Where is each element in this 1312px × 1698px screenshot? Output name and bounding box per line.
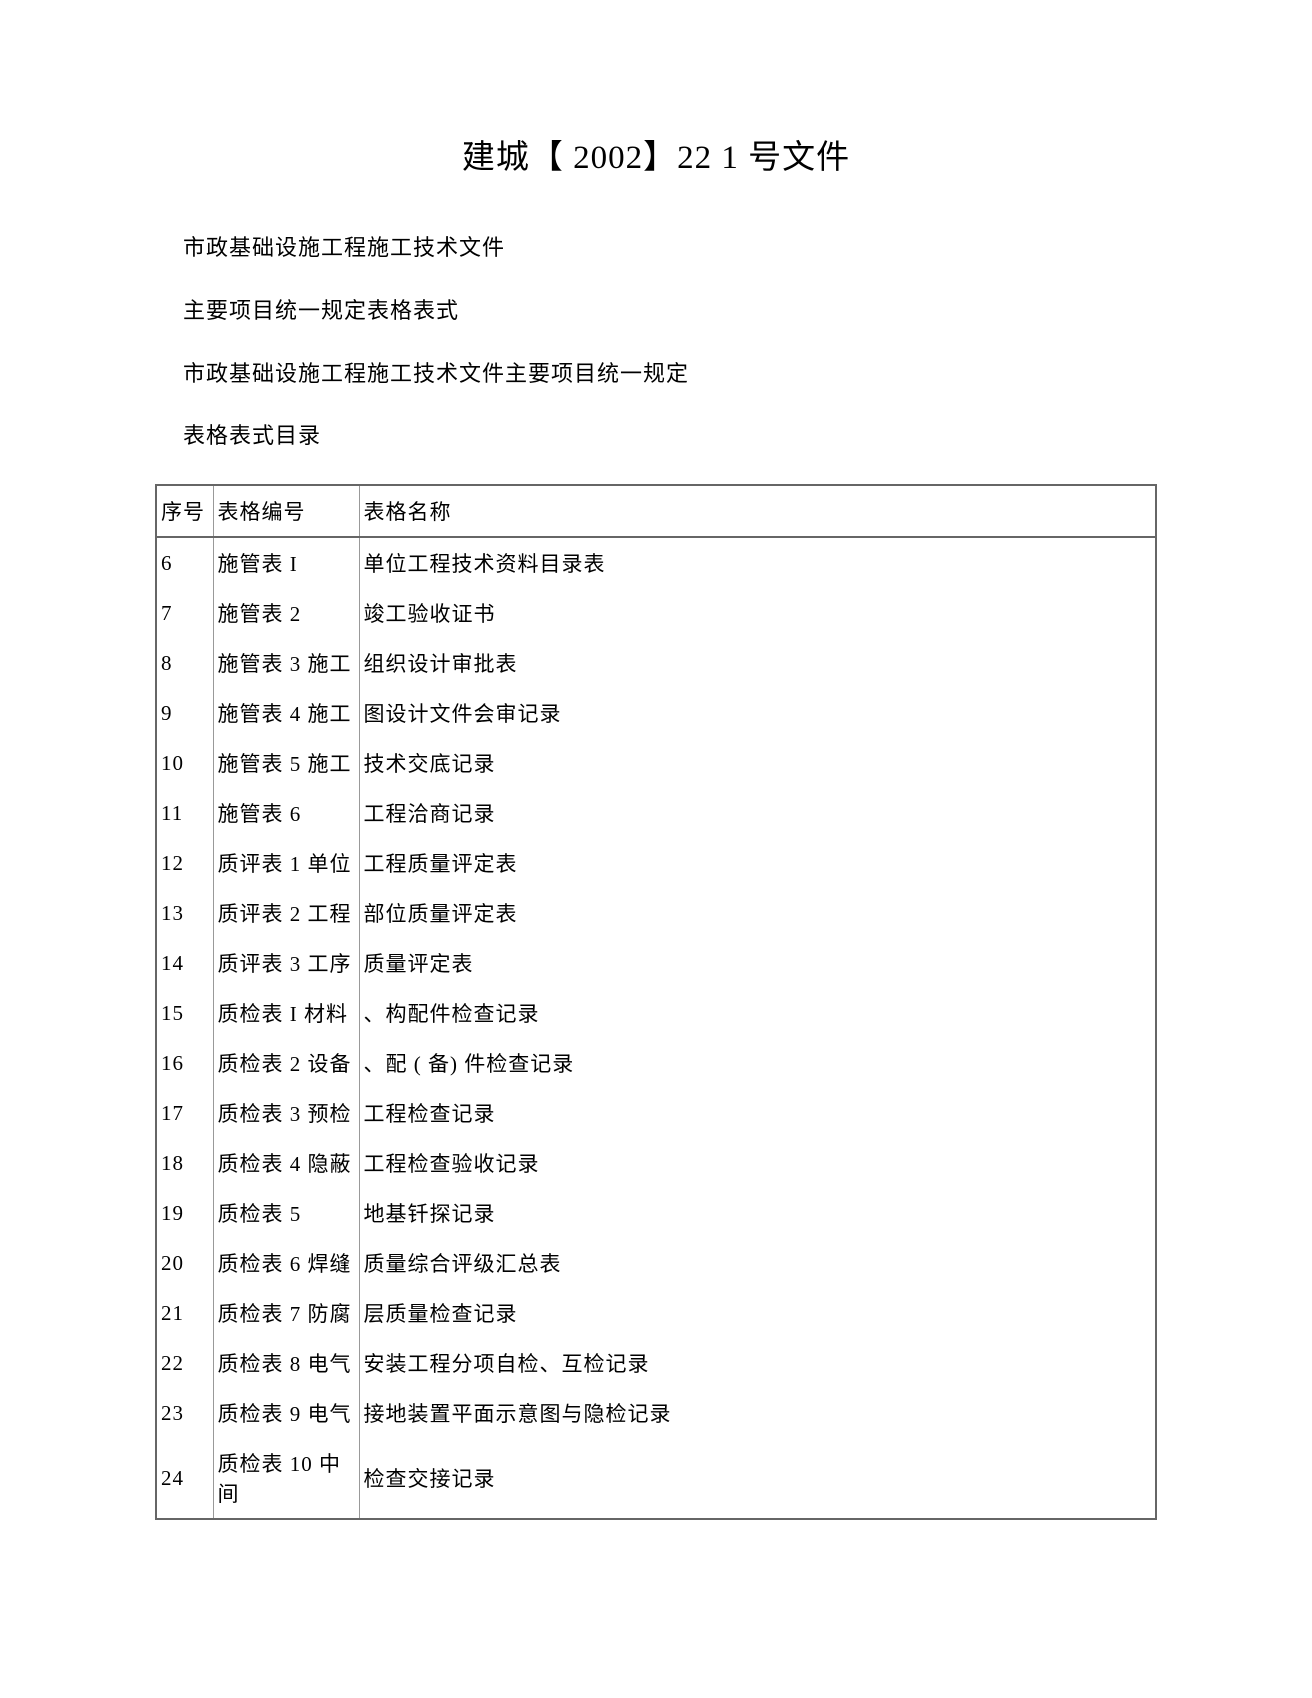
cell-code: 质检表 4 隐蔽 [213,1138,359,1188]
table-row: 8施管表 3 施工组织设计审批表 [157,638,1155,688]
table-row: 17质检表 3 预检工程检查记录 [157,1088,1155,1138]
page-container: 建城【 2002】22 1 号文件 市政基础设施工程施工技术文件 主要项目统一规… [0,0,1312,1580]
table-row: 20质检表 6 焊缝质量综合评级汇总表 [157,1238,1155,1288]
cell-name: 技术交底记录 [359,738,1155,788]
table-row: 7施管表 2竣工验收证书 [157,588,1155,638]
cell-name: 组织设计审批表 [359,638,1155,688]
cell-code: 质检表 3 预检 [213,1088,359,1138]
cell-code: 施管表 4 施工 [213,688,359,738]
cell-seq: 19 [157,1188,213,1238]
table-row: 13质评表 2 工程部位质量评定表 [157,888,1155,938]
cell-code: 质检表 2 设备 [213,1038,359,1088]
cell-name: 工程质量评定表 [359,838,1155,888]
cell-name: 层质量检查记录 [359,1288,1155,1338]
document-title: 建城【 2002】22 1 号文件 [155,130,1157,178]
table-row: 24质检表 10 中间检查交接记录 [157,1438,1155,1518]
cell-name: 工程洽商记录 [359,788,1155,838]
preamble-line-1: 市政基础设施工程施工技术文件 [183,233,1157,264]
preamble-line-2: 主要项目统一规定表格表式 [183,296,1157,327]
cell-seq: 9 [157,688,213,738]
cell-name: 检查交接记录 [359,1438,1155,1518]
cell-code: 质评表 1 单位 [213,838,359,888]
preamble-line-4: 表格表式目录 [183,421,1157,452]
preamble-section: 市政基础设施工程施工技术文件 主要项目统一规定表格表式 市政基础设施工程施工技术… [183,233,1157,452]
cell-code: 质检表 I 材料 [213,988,359,1038]
cell-code: 质检表 9 电气 [213,1388,359,1438]
table-body: 6施管表 I单位工程技术资料目录表7施管表 2竣工验收证书8施管表 3 施工组织… [157,537,1155,1518]
cell-name: 部位质量评定表 [359,888,1155,938]
header-code: 表格编号 [213,486,359,537]
cell-name: 地基钎探记录 [359,1188,1155,1238]
cell-code: 施管表 2 [213,588,359,638]
cell-name: 工程检查记录 [359,1088,1155,1138]
table-row: 22质检表 8 电气安装工程分项自检、互检记录 [157,1338,1155,1388]
table-row: 10施管表 5 施工技术交底记录 [157,738,1155,788]
toc-table: 序号 表格编号 表格名称 6施管表 I单位工程技术资料目录表7施管表 2竣工验收… [157,486,1155,1518]
cell-name: 工程检查验收记录 [359,1138,1155,1188]
cell-name: 单位工程技术资料目录表 [359,537,1155,588]
table-row: 23质检表 9 电气接地装置平面示意图与隐检记录 [157,1388,1155,1438]
header-name: 表格名称 [359,486,1155,537]
cell-seq: 23 [157,1388,213,1438]
table-header-row: 序号 表格编号 表格名称 [157,486,1155,537]
toc-table-container: 序号 表格编号 表格名称 6施管表 I单位工程技术资料目录表7施管表 2竣工验收… [155,484,1157,1520]
cell-seq: 17 [157,1088,213,1138]
cell-code: 质检表 7 防腐 [213,1288,359,1338]
cell-name: 安装工程分项自检、互检记录 [359,1338,1155,1388]
cell-seq: 12 [157,838,213,888]
table-row: 18质检表 4 隐蔽工程检查验收记录 [157,1138,1155,1188]
table-row: 14质评表 3 工序质量评定表 [157,938,1155,988]
cell-seq: 6 [157,537,213,588]
table-row: 12质评表 1 单位工程质量评定表 [157,838,1155,888]
cell-name: 竣工验收证书 [359,588,1155,638]
cell-code: 施管表 I [213,537,359,588]
cell-name: 图设计文件会审记录 [359,688,1155,738]
cell-code: 质评表 2 工程 [213,888,359,938]
cell-seq: 20 [157,1238,213,1288]
table-row: 21质检表 7 防腐层质量检查记录 [157,1288,1155,1338]
cell-code: 质检表 6 焊缝 [213,1238,359,1288]
cell-seq: 8 [157,638,213,688]
cell-code: 质检表 5 [213,1188,359,1238]
cell-code: 质检表 8 电气 [213,1338,359,1388]
cell-name: 、构配件检查记录 [359,988,1155,1038]
cell-seq: 11 [157,788,213,838]
cell-name: 质量评定表 [359,938,1155,988]
cell-seq: 22 [157,1338,213,1388]
cell-code: 施管表 5 施工 [213,738,359,788]
header-seq: 序号 [157,486,213,537]
cell-seq: 21 [157,1288,213,1338]
cell-name: 质量综合评级汇总表 [359,1238,1155,1288]
preamble-line-3: 市政基础设施工程施工技术文件主要项目统一规定 [183,359,1157,390]
cell-code: 质检表 10 中间 [213,1438,359,1518]
cell-seq: 14 [157,938,213,988]
cell-seq: 16 [157,1038,213,1088]
cell-code: 施管表 3 施工 [213,638,359,688]
cell-seq: 18 [157,1138,213,1188]
table-row: 15质检表 I 材料、构配件检查记录 [157,988,1155,1038]
table-row: 9施管表 4 施工图设计文件会审记录 [157,688,1155,738]
cell-seq: 15 [157,988,213,1038]
cell-seq: 7 [157,588,213,638]
cell-seq: 24 [157,1438,213,1518]
cell-code: 施管表 6 [213,788,359,838]
table-row: 16质检表 2 设备、配 ( 备) 件检查记录 [157,1038,1155,1088]
table-row: 11施管表 6工程洽商记录 [157,788,1155,838]
table-row: 6施管表 I单位工程技术资料目录表 [157,537,1155,588]
cell-name: 接地装置平面示意图与隐检记录 [359,1388,1155,1438]
table-row: 19质检表 5地基钎探记录 [157,1188,1155,1238]
cell-name: 、配 ( 备) 件检查记录 [359,1038,1155,1088]
cell-code: 质评表 3 工序 [213,938,359,988]
cell-seq: 13 [157,888,213,938]
cell-seq: 10 [157,738,213,788]
